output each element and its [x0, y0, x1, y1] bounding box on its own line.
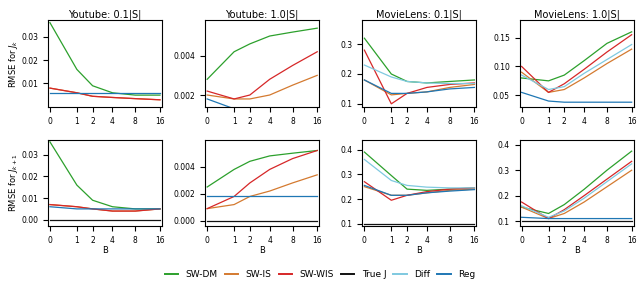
- X-axis label: B: B: [417, 246, 422, 255]
- Y-axis label: RMSE for $J_k$: RMSE for $J_k$: [7, 39, 20, 88]
- Title: MovieLens: 1.0|S|: MovieLens: 1.0|S|: [534, 10, 620, 20]
- Title: Youtube: 0.1|S|: Youtube: 0.1|S|: [68, 10, 141, 20]
- X-axis label: B: B: [259, 246, 265, 255]
- X-axis label: B: B: [102, 246, 108, 255]
- X-axis label: B: B: [573, 246, 580, 255]
- Title: MovieLens: 0.1|S|: MovieLens: 0.1|S|: [376, 10, 462, 20]
- Title: Youtube: 1.0|S|: Youtube: 1.0|S|: [225, 10, 299, 20]
- Y-axis label: RMSE for $J_{k+1}$: RMSE for $J_{k+1}$: [7, 154, 20, 212]
- Legend: SW-DM, SW-IS, SW-WIS, True J, Diff, Reg: SW-DM, SW-IS, SW-WIS, True J, Diff, Reg: [161, 266, 479, 282]
